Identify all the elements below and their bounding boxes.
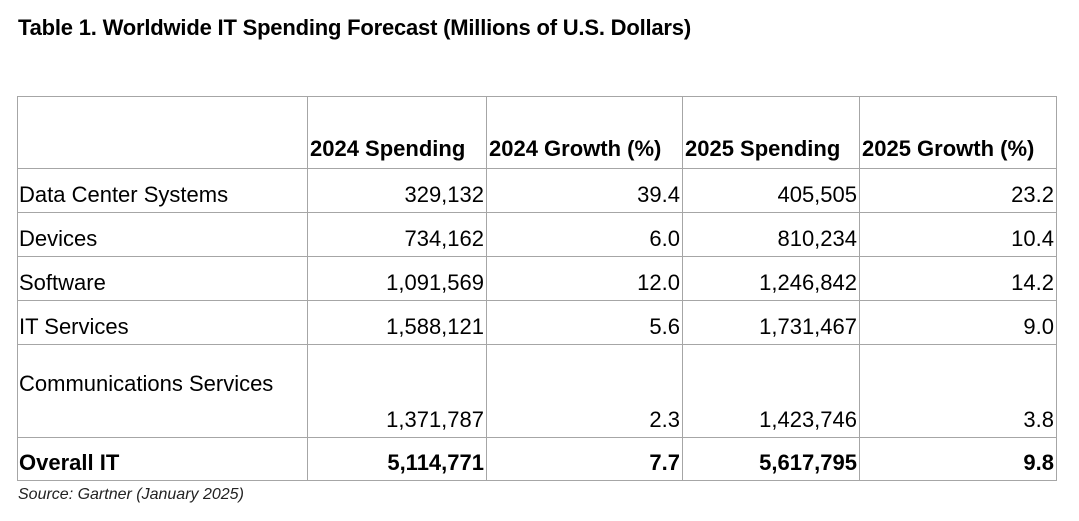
segment-cell: Devices — [17, 212, 308, 257]
growth-2024-cell: 39.4 — [486, 168, 683, 213]
segment-cell: Overall IT — [17, 437, 308, 481]
spend-2025-cell: 1,246,842 — [682, 256, 860, 301]
spend-2025-cell: 810,234 — [682, 212, 860, 257]
segment-cell: IT Services — [17, 300, 308, 345]
spend-2025-cell: 1,731,467 — [682, 300, 860, 345]
growth-2024-cell: 12.0 — [486, 256, 683, 301]
spend-2024-cell: 329,132 — [307, 168, 487, 213]
spend-2024-cell: 5,114,771 — [307, 437, 487, 481]
column-header-2024-growth: 2024 Growth (%) — [486, 96, 683, 169]
segment-cell: Communications Services — [17, 344, 308, 438]
spend-2025-cell: 5,617,795 — [682, 437, 860, 481]
table-row: Communications Services 1,371,787 2.3 1,… — [17, 344, 1057, 438]
column-header-2025-growth: 2025 Growth (%) — [859, 96, 1057, 169]
spend-2024-cell: 1,091,569 — [307, 256, 487, 301]
total-row: Overall IT 5,114,771 7.7 5,617,795 9.8 — [17, 437, 1057, 481]
table-row: Devices 734,162 6.0 810,234 10.4 — [17, 212, 1057, 257]
growth-2024-cell: 5.6 — [486, 300, 683, 345]
column-header-segment — [17, 96, 308, 169]
segment-cell: Data Center Systems — [17, 168, 308, 213]
column-header-2024-spending: 2024 Spending — [307, 96, 487, 169]
table-row: IT Services 1,588,121 5.6 1,731,467 9.0 — [17, 300, 1057, 345]
spend-2024-cell: 1,371,787 — [307, 344, 487, 438]
segment-cell: Software — [17, 256, 308, 301]
growth-2025-cell: 3.8 — [859, 344, 1057, 438]
spend-2024-cell: 1,588,121 — [307, 300, 487, 345]
growth-2024-cell: 2.3 — [486, 344, 683, 438]
source-note: Source: Gartner (January 2025) — [18, 486, 244, 503]
spend-2025-cell: 405,505 — [682, 168, 860, 213]
growth-2025-cell: 9.0 — [859, 300, 1057, 345]
header-row: 2024 Spending 2024 Growth (%) 2025 Spend… — [17, 96, 1057, 169]
table-row: Data Center Systems 329,132 39.4 405,505… — [17, 168, 1057, 213]
growth-2025-cell: 10.4 — [859, 212, 1057, 257]
table-row: Software 1,091,569 12.0 1,246,842 14.2 — [17, 256, 1057, 301]
spending-forecast-table: 2024 Spending 2024 Growth (%) 2025 Spend… — [17, 96, 1057, 481]
growth-2025-cell: 14.2 — [859, 256, 1057, 301]
spend-2024-cell: 734,162 — [307, 212, 487, 257]
growth-2024-cell: 6.0 — [486, 212, 683, 257]
growth-2025-cell: 9.8 — [859, 437, 1057, 481]
spend-2025-cell: 1,423,746 — [682, 344, 860, 438]
column-header-2025-spending: 2025 Spending — [682, 96, 860, 169]
table-title: Table 1. Worldwide IT Spending Forecast … — [18, 15, 691, 40]
growth-2024-cell: 7.7 — [486, 437, 683, 481]
growth-2025-cell: 23.2 — [859, 168, 1057, 213]
